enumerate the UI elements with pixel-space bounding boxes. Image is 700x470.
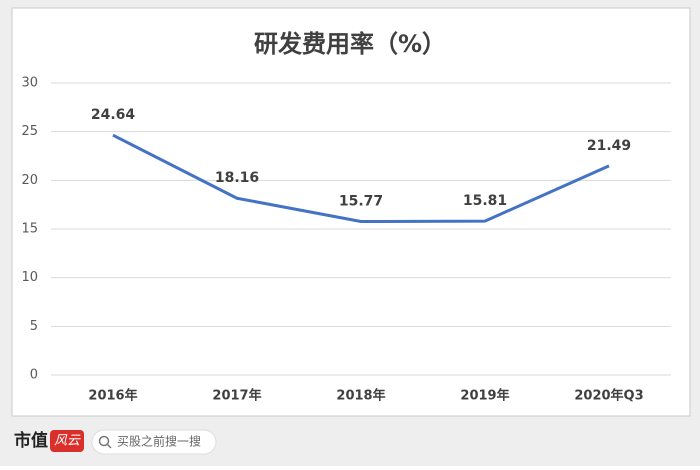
x-tick-label: 2020年Q3: [574, 388, 643, 404]
chart-title: 研发费用率（%）: [254, 30, 446, 58]
data-label: 24.64: [91, 107, 136, 123]
data-label: 18.16: [215, 170, 259, 186]
brand-logo: 风云: [54, 434, 81, 449]
data-label: 15.77: [339, 194, 383, 210]
search-icon: [98, 435, 110, 447]
x-tick-label: 2016年: [88, 388, 137, 404]
data-label: 15.81: [463, 193, 507, 209]
x-tick-label: 2018年: [336, 388, 385, 404]
search-box[interactable]: [91, 429, 217, 455]
y-tick-label: 0: [30, 368, 38, 383]
line: [112, 133, 610, 224]
brand: 市值: [14, 430, 48, 451]
y-tick-label: 5: [30, 319, 38, 334]
search-icon-handle: [106, 443, 112, 449]
y-tick-label: 20: [21, 173, 38, 188]
x-tick-label: 2017年: [212, 388, 261, 404]
y-tick-label: 10: [21, 270, 38, 285]
x-tick-label: 2019年: [460, 388, 509, 404]
brand-logo-bg: [50, 430, 84, 452]
data-label: 21.49: [587, 138, 631, 154]
y-tick-label: 30: [21, 76, 38, 91]
y-tick-label: 25: [21, 124, 38, 139]
search-text: 买股之前搜一搜: [117, 434, 201, 449]
y-tick-label: 15: [21, 222, 38, 237]
chart-frame: [11, 7, 691, 417]
